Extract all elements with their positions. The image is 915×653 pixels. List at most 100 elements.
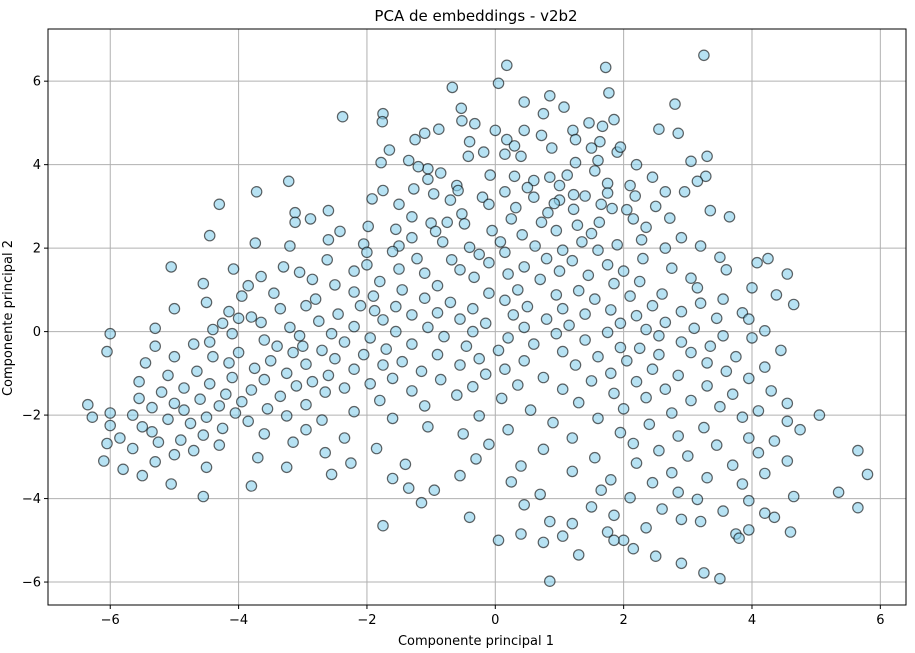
x-tick-label: 6 bbox=[876, 613, 884, 628]
data-point bbox=[236, 395, 248, 408]
data-point bbox=[184, 417, 197, 430]
data-point bbox=[521, 181, 534, 194]
data-point bbox=[406, 309, 418, 321]
data-point bbox=[348, 320, 360, 333]
data-point bbox=[406, 231, 418, 244]
data-point bbox=[781, 415, 794, 428]
data-point bbox=[126, 442, 139, 455]
data-point bbox=[505, 213, 518, 225]
data-point bbox=[104, 407, 116, 419]
data-point bbox=[200, 411, 213, 423]
data-point bbox=[178, 382, 190, 394]
data-point bbox=[483, 438, 495, 451]
data-point bbox=[659, 316, 672, 329]
data-point bbox=[717, 293, 729, 305]
data-point bbox=[249, 237, 262, 249]
data-point bbox=[550, 327, 563, 340]
data-point bbox=[287, 436, 299, 448]
data-point bbox=[380, 343, 392, 355]
x-tick-label: 2 bbox=[619, 613, 627, 628]
data-point bbox=[794, 423, 806, 436]
data-point bbox=[675, 513, 688, 526]
data-point bbox=[742, 372, 755, 385]
data-point bbox=[287, 346, 299, 359]
data-point bbox=[82, 398, 94, 411]
data-point bbox=[500, 133, 513, 146]
x-tick-label: −2 bbox=[357, 613, 376, 628]
data-point bbox=[136, 420, 149, 433]
data-point bbox=[736, 411, 749, 423]
data-point bbox=[518, 261, 530, 273]
data-point bbox=[550, 224, 563, 237]
x-tick-label: 0 bbox=[491, 613, 499, 628]
data-point bbox=[502, 268, 514, 280]
plot-frame bbox=[47, 28, 907, 606]
data-point bbox=[203, 336, 216, 348]
data-point bbox=[431, 348, 444, 361]
data-point bbox=[345, 457, 357, 469]
data-point bbox=[434, 167, 447, 179]
data-point bbox=[603, 87, 615, 99]
data-point bbox=[688, 322, 700, 335]
data-point bbox=[258, 373, 271, 386]
data-point bbox=[146, 425, 158, 438]
data-point bbox=[672, 127, 684, 140]
data-point bbox=[518, 321, 530, 334]
data-point bbox=[742, 432, 755, 444]
data-point bbox=[606, 202, 618, 215]
data-point bbox=[499, 246, 511, 259]
data-point bbox=[454, 469, 466, 482]
data-point bbox=[614, 341, 627, 354]
data-point bbox=[751, 256, 763, 269]
data-point bbox=[561, 169, 573, 181]
data-point bbox=[434, 373, 447, 386]
data-point bbox=[187, 338, 200, 350]
y-tick-label: −6 bbox=[22, 576, 41, 591]
data-point bbox=[572, 549, 585, 561]
data-point bbox=[583, 117, 595, 129]
data-point bbox=[550, 289, 563, 301]
data-point bbox=[714, 572, 726, 585]
data-point bbox=[280, 410, 293, 422]
data-point bbox=[373, 394, 386, 407]
data-point bbox=[393, 198, 405, 211]
data-point bbox=[861, 468, 874, 481]
data-point bbox=[694, 297, 707, 309]
data-point bbox=[316, 414, 328, 426]
data-point bbox=[406, 385, 418, 397]
data-point bbox=[627, 437, 640, 450]
data-point bbox=[599, 61, 612, 74]
data-point bbox=[614, 141, 627, 153]
data-point bbox=[258, 334, 271, 346]
data-point bbox=[462, 150, 475, 163]
data-point bbox=[376, 115, 389, 128]
data-point bbox=[203, 229, 216, 242]
data-point bbox=[717, 505, 729, 517]
data-point bbox=[656, 288, 668, 300]
x-ticks: −6 −4 −2 0 2 4 6 bbox=[101, 605, 884, 628]
data-points bbox=[82, 49, 874, 587]
data-point bbox=[226, 371, 238, 384]
data-point bbox=[701, 471, 713, 484]
data-point bbox=[723, 211, 736, 223]
data-point bbox=[444, 194, 457, 206]
data-point bbox=[604, 304, 617, 316]
data-point bbox=[624, 290, 636, 302]
data-point bbox=[566, 465, 579, 478]
data-point bbox=[191, 365, 203, 378]
data-point bbox=[649, 550, 662, 562]
data-point bbox=[366, 193, 378, 205]
data-point bbox=[852, 501, 864, 514]
data-point bbox=[585, 227, 598, 240]
data-point bbox=[466, 380, 479, 393]
data-point bbox=[500, 59, 513, 72]
data-point bbox=[325, 468, 338, 481]
data-point bbox=[726, 459, 739, 471]
x-axis-label: Componente principal 1 bbox=[398, 634, 554, 649]
data-point bbox=[370, 442, 383, 455]
data-point bbox=[332, 308, 344, 320]
data-point bbox=[556, 530, 569, 542]
data-point bbox=[499, 294, 511, 307]
data-point bbox=[336, 110, 349, 123]
data-point bbox=[216, 422, 229, 435]
